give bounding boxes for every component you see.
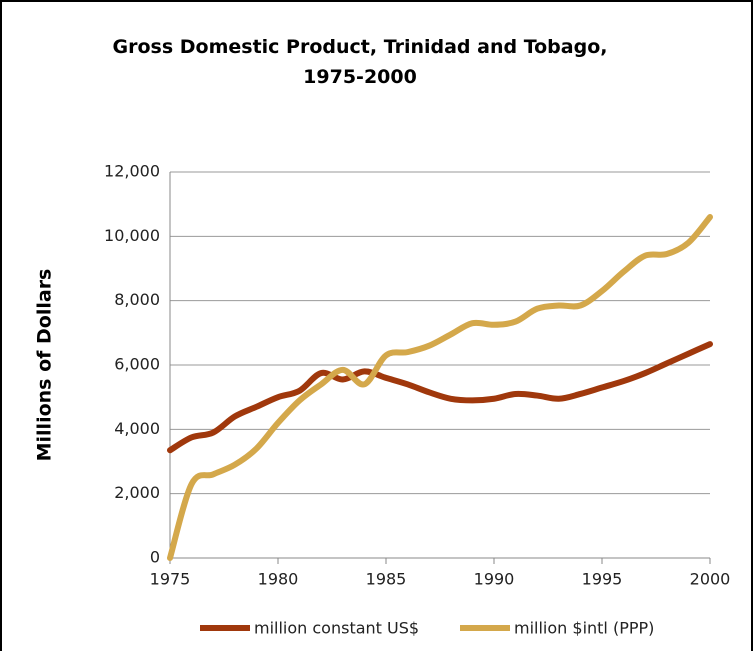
y-axis-label: Millions of Dollars [34, 269, 56, 462]
y-tick-label: 8,000 [114, 290, 160, 309]
y-tick-label: 4,000 [114, 419, 160, 438]
y-tick-label: 0 [150, 548, 160, 567]
x-tick-label: 1975 [150, 570, 191, 589]
y-tick-label: 10,000 [104, 226, 160, 245]
legend-label: million $intl (PPP) [514, 619, 654, 638]
series-line [167, 214, 713, 561]
y-tick-label: 12,000 [104, 162, 160, 181]
x-tick-label: 1985 [366, 570, 407, 589]
series-line [167, 341, 713, 454]
y-tick-label: 6,000 [114, 355, 160, 374]
x-tick-label: 2000 [690, 570, 731, 589]
y-tick-label: 2,000 [114, 483, 160, 502]
title-box: Gross Domestic Product, Trinidad and Tob… [112, 36, 608, 88]
chart-title: Gross Domestic Product, Trinidad and Tob… [112, 36, 608, 88]
x-tick-label: 1995 [582, 570, 623, 589]
x-tick-label: 1980 [258, 570, 299, 589]
legend-label: million constant US$ [254, 619, 419, 638]
x-tick-label: 1990 [474, 570, 515, 589]
